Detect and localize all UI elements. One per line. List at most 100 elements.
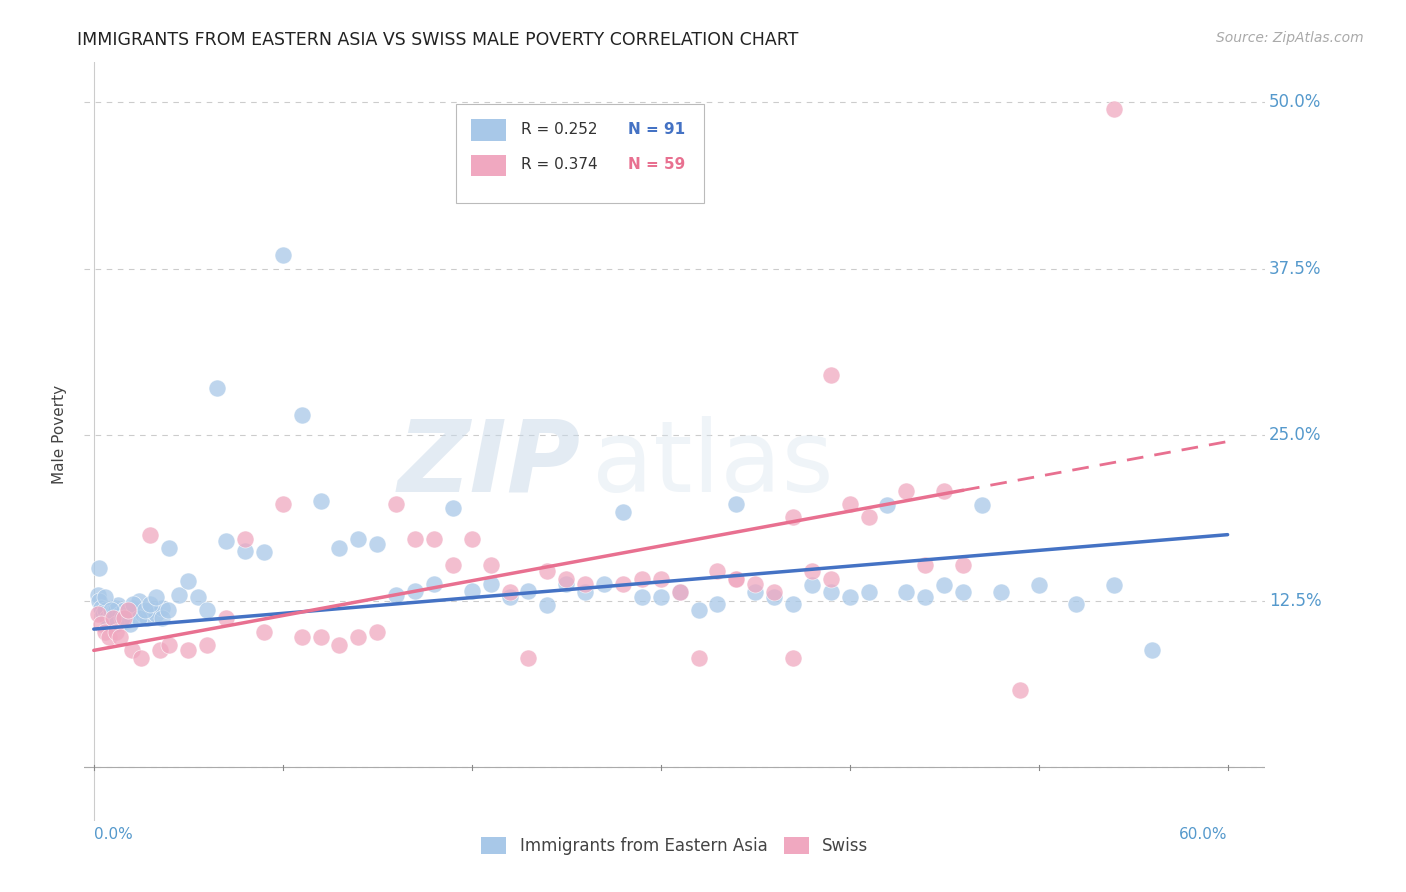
Point [157,541,180,555]
Point [574,585,596,599]
Point [91,607,114,622]
Point [650,590,672,604]
Point [215,611,238,625]
Point [498,590,520,604]
Text: R = 0.374: R = 0.374 [522,157,598,172]
Point [90,600,112,615]
Text: N = 91: N = 91 [627,121,685,136]
Point [990,585,1012,599]
Point [952,585,974,599]
Point [121,643,143,657]
Point [668,585,690,599]
Point [347,532,370,546]
Point [129,651,152,665]
Point [104,600,127,615]
Point [149,643,172,657]
Point [1008,683,1031,698]
Point [215,534,238,549]
Point [233,543,256,558]
Point [111,611,134,625]
Text: 12.5%: 12.5% [1270,592,1322,610]
Point [309,630,332,644]
Point [139,603,162,617]
Point [479,577,502,591]
Point [725,572,748,586]
Text: 0.0%: 0.0% [94,827,132,842]
Point [205,381,228,395]
Point [744,577,766,591]
Point [441,558,464,573]
Point [128,611,150,625]
Point [441,501,464,516]
Point [517,583,540,598]
Point [650,572,672,586]
Point [725,572,748,586]
Point [970,499,993,513]
Point [111,611,134,625]
Point [100,607,122,622]
Point [139,597,162,611]
Point [706,597,728,611]
Point [96,611,118,625]
Point [291,408,314,422]
Point [145,590,167,604]
Point [101,611,124,625]
Point [593,577,616,591]
Point [725,497,748,511]
Point [117,607,139,622]
Point [112,611,135,625]
Point [555,577,578,591]
Point [688,603,710,617]
Point [110,607,132,622]
Point [612,505,634,519]
Point [89,594,111,608]
Point [100,603,122,617]
Point [1140,643,1163,657]
Point [858,585,880,599]
Point [706,564,728,578]
Text: ZIP: ZIP [398,416,581,513]
Point [117,603,139,617]
Point [233,532,256,546]
Point [132,607,155,622]
Point [914,590,936,604]
Text: 25.0%: 25.0% [1270,425,1322,444]
Point [94,603,117,617]
Point [157,638,180,652]
Point [309,494,332,508]
Point [139,527,162,541]
Point [253,545,276,559]
Text: R = 0.252: R = 0.252 [522,121,598,136]
Point [94,590,117,604]
Point [135,611,157,625]
Point [763,585,786,599]
Point [782,597,804,611]
Point [820,572,842,586]
Point [145,607,167,622]
FancyBboxPatch shape [471,155,506,177]
Point [423,577,446,591]
Point [97,630,120,644]
Point [187,590,209,604]
Point [630,590,652,604]
FancyBboxPatch shape [471,120,506,141]
Point [177,643,200,657]
Point [517,651,540,665]
Point [128,594,150,608]
Point [630,572,652,586]
FancyBboxPatch shape [457,104,704,202]
Point [291,630,314,644]
Point [328,541,350,555]
Point [744,585,766,599]
Legend: Immigrants from Eastern Asia, Swiss: Immigrants from Eastern Asia, Swiss [475,830,875,862]
Point [763,590,786,604]
Point [347,630,370,644]
Point [1102,578,1125,592]
Point [167,587,190,601]
Text: 60.0%: 60.0% [1180,827,1227,842]
Point [838,590,860,604]
Point [121,600,143,615]
Point [536,564,558,578]
Point [688,651,710,665]
Point [105,603,128,617]
